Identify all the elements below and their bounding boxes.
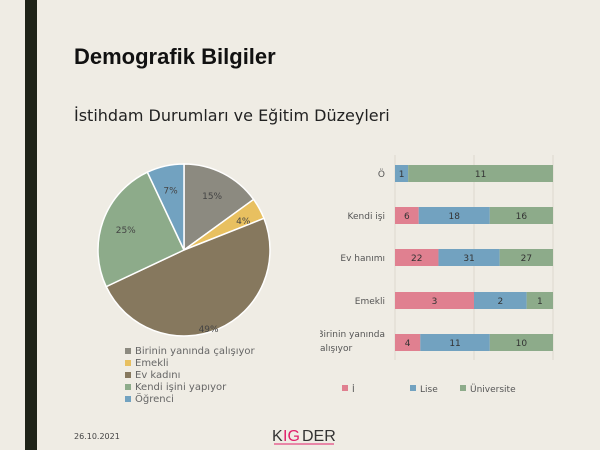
category-label: Ö (378, 169, 385, 180)
bar-segment (489, 334, 553, 351)
bar-data-label: 2 (497, 297, 503, 307)
pie-data-label: 7% (163, 187, 178, 197)
svg-text:IG: IG (283, 428, 300, 445)
bar-segment (499, 249, 553, 266)
pie-data-label: 15% (202, 192, 222, 202)
pie-slice (146, 163, 185, 251)
pie-slice (105, 217, 271, 337)
bar-data-label: 11 (449, 339, 460, 349)
slide-subtitle: İstihdam Durumları ve Eğitim Düzeyleri (74, 106, 390, 125)
bar-segment (408, 165, 553, 182)
pie-chart: 15% 4% 49% 25% 7% (97, 163, 271, 337)
pie-data-label: 49% (199, 325, 219, 335)
bar-segment (395, 207, 419, 224)
bar-data-label: 1 (537, 297, 543, 307)
bar-segment (395, 292, 474, 309)
legend-swatch (342, 385, 348, 391)
legend-item: Birinin yanında çalışıyor (125, 346, 255, 358)
legend-item: Ev kadını (125, 370, 255, 382)
kigder-logo: K IG DER (272, 426, 336, 449)
legend-item: Öğrenci (125, 394, 255, 406)
bar-data-label: 3 (432, 297, 438, 307)
bar-segment (489, 207, 553, 224)
bar-data-label: 22 (411, 254, 422, 264)
bar-data-label: 18 (449, 212, 461, 222)
slide-date: 26.10.2021 (74, 432, 120, 441)
bar-segment (474, 292, 527, 309)
legend-swatch (125, 396, 131, 402)
pie-slice (183, 163, 255, 252)
legend-label: Kendi işini yapıyor (135, 382, 227, 393)
pie-data-label: 25% (116, 226, 136, 236)
pie-data-label: 4% (236, 217, 251, 227)
legend-item: Kendi işini yapıyor (125, 382, 255, 394)
bar-segment (438, 249, 500, 266)
legend-swatch (125, 348, 131, 354)
svg-text:DER: DER (302, 428, 336, 445)
slide-title: Demografik Bilgiler (74, 44, 276, 69)
legend-label: Emekli (135, 358, 169, 369)
bar-data-label: 11 (475, 170, 486, 180)
legend-item: Emekli (125, 358, 255, 370)
legend-label: Öğrenci (135, 394, 174, 405)
legend-label: Birinin yanında çalışıyor (135, 346, 255, 357)
pie-legend: Birinin yanında çalışıyor Emekli Ev kadını… (125, 346, 255, 406)
svg-text:K: K (272, 428, 283, 445)
slide-accent-bar (25, 0, 37, 450)
bar-data-label: 10 (516, 339, 528, 349)
bar-data-label: 16 (516, 212, 528, 222)
bar-data-label: 4 (405, 339, 411, 349)
category-label: Kendi işi (348, 212, 385, 222)
legend-swatch (125, 372, 131, 378)
bar-data-label: 6 (404, 212, 410, 222)
bar-segment (420, 334, 490, 351)
bar-data-label: 31 (463, 254, 474, 264)
legend-swatch (125, 384, 131, 390)
bar-segment (418, 207, 490, 224)
bar-segment (526, 292, 553, 309)
legend-swatch (460, 385, 466, 391)
bar-segment (395, 249, 439, 266)
bar-data-label: 1 (399, 170, 405, 180)
legend-swatch (125, 360, 131, 366)
category-label: Birinin yanında (320, 330, 385, 340)
legend-label: İ (352, 384, 355, 395)
category-label: Ev hanımı (340, 254, 385, 264)
legend-swatch (410, 385, 416, 391)
bar-segment (395, 334, 421, 351)
category-label: Emekli (355, 297, 385, 307)
legend-label: Lise (420, 385, 438, 395)
category-label: çalışıyor (320, 344, 352, 354)
legend-label: Ev kadını (135, 370, 181, 381)
legend-label: Üniversite (470, 384, 516, 395)
pie-slice (97, 171, 185, 288)
bar-data-label: 27 (521, 254, 532, 264)
bar-segment (395, 165, 409, 182)
